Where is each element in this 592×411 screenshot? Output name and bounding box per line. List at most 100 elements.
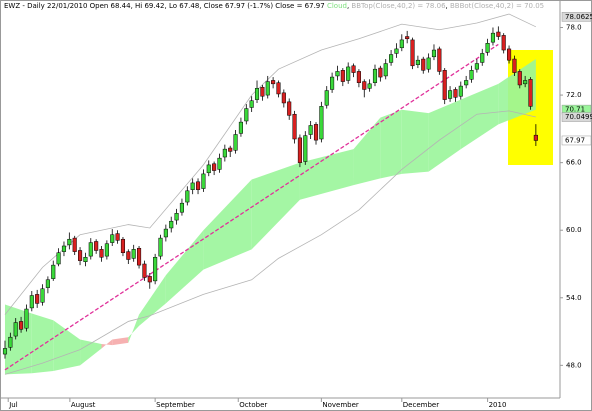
candle-body <box>217 157 222 170</box>
y-tick-label: 60.0 <box>566 226 582 234</box>
candle-body <box>169 220 174 229</box>
candle-body <box>426 57 431 70</box>
candle-body <box>367 83 372 89</box>
candle-body <box>29 295 34 309</box>
candle-body <box>179 202 184 213</box>
x-tick-label: December <box>403 401 439 409</box>
candle-body <box>67 238 72 246</box>
candle-body <box>222 148 227 158</box>
candle-body <box>437 48 442 72</box>
candle-body <box>362 81 367 90</box>
candle-body <box>110 234 115 243</box>
candle-body <box>469 70 474 80</box>
candle-body <box>35 294 40 304</box>
candle-body <box>244 108 249 122</box>
candle-body <box>147 276 152 283</box>
candle-body <box>319 106 324 140</box>
legend-entry: Cloud <box>327 2 347 10</box>
candle-body <box>131 249 136 259</box>
last-value-label: 70.0499 <box>565 113 592 121</box>
candle-body <box>330 76 335 90</box>
candle-body <box>174 213 179 221</box>
cloud-segment <box>80 339 102 366</box>
candle-body <box>394 48 399 54</box>
candle-body <box>431 49 437 58</box>
candle-body <box>271 80 276 85</box>
bollinger-bottom <box>4 110 536 375</box>
candle-body <box>517 71 522 86</box>
candle-body <box>19 321 24 330</box>
bollinger-top <box>4 13 537 315</box>
candle-body <box>372 68 378 83</box>
candle-body <box>453 89 458 98</box>
cloud-segment <box>128 314 140 343</box>
candle-body <box>40 288 45 303</box>
last-value-label: 67.97 <box>565 136 585 144</box>
candle-body <box>51 264 56 279</box>
candle-body <box>78 250 83 261</box>
cloud-segment <box>251 162 300 250</box>
candle-body <box>260 86 265 97</box>
last-value-box <box>561 135 592 146</box>
candle-body <box>126 251 131 260</box>
y-tick-label: 66.0 <box>566 159 582 167</box>
candle-body <box>13 322 18 337</box>
candle-body <box>405 36 410 40</box>
cloud-segment <box>401 109 429 174</box>
plot <box>2 13 538 375</box>
candle-body <box>383 63 388 77</box>
candle-body <box>480 53 485 63</box>
candle-body <box>158 237 163 257</box>
candle-body <box>308 125 313 135</box>
cloud-segment <box>498 59 536 125</box>
y-tick-label: 78.0 <box>566 24 582 32</box>
legend-entry: BBTop(Close,40,2) = 78.06 <box>351 2 446 10</box>
candle-body <box>292 113 297 140</box>
candle-body <box>190 182 195 190</box>
x-tick-label: November <box>322 401 359 409</box>
candle-body <box>415 59 420 65</box>
cloud-segment <box>380 109 402 179</box>
candle-body <box>254 88 260 100</box>
candle-body <box>458 85 463 97</box>
cloud-segment <box>203 179 252 270</box>
candle-body <box>496 31 501 37</box>
title: EWZ - Daily 22/01/2010 Open 68.44, Hi 69… <box>4 2 325 10</box>
candle-body <box>523 80 528 85</box>
candle-body <box>228 147 233 152</box>
candle-body <box>94 241 99 251</box>
last-value-label: 78.0625 <box>565 13 592 21</box>
candle-body <box>351 65 356 73</box>
candle-body <box>195 181 201 190</box>
candle-body <box>442 70 447 100</box>
candle-body <box>142 263 147 278</box>
x-tick-label: 2010 <box>489 401 507 409</box>
candle-body <box>281 92 286 104</box>
last-value-box <box>561 112 592 122</box>
candle-body <box>163 228 168 238</box>
candle-body <box>448 90 453 99</box>
x-tick-label: August <box>71 401 96 409</box>
cloud-segment <box>31 313 54 374</box>
y-tick-label: 54.0 <box>566 294 582 302</box>
candle-body <box>136 247 142 266</box>
candle-body <box>56 252 61 265</box>
last-value-box <box>561 12 592 22</box>
candle-body <box>410 39 415 67</box>
candle-body <box>120 238 126 253</box>
candle-body <box>238 121 243 134</box>
candle-body <box>45 279 50 288</box>
candle-body <box>485 43 490 53</box>
cloud-segment <box>139 275 166 326</box>
candle-body <box>212 163 217 171</box>
candle-body <box>233 134 238 151</box>
last-value-label: 70.71 <box>565 106 585 114</box>
cloud-segment <box>165 230 204 304</box>
candle-body <box>8 336 13 348</box>
candle-body <box>389 54 394 63</box>
cloud-segment <box>428 99 461 172</box>
candle-body <box>464 80 469 86</box>
candle-body <box>61 245 67 252</box>
candle-body <box>303 135 308 162</box>
